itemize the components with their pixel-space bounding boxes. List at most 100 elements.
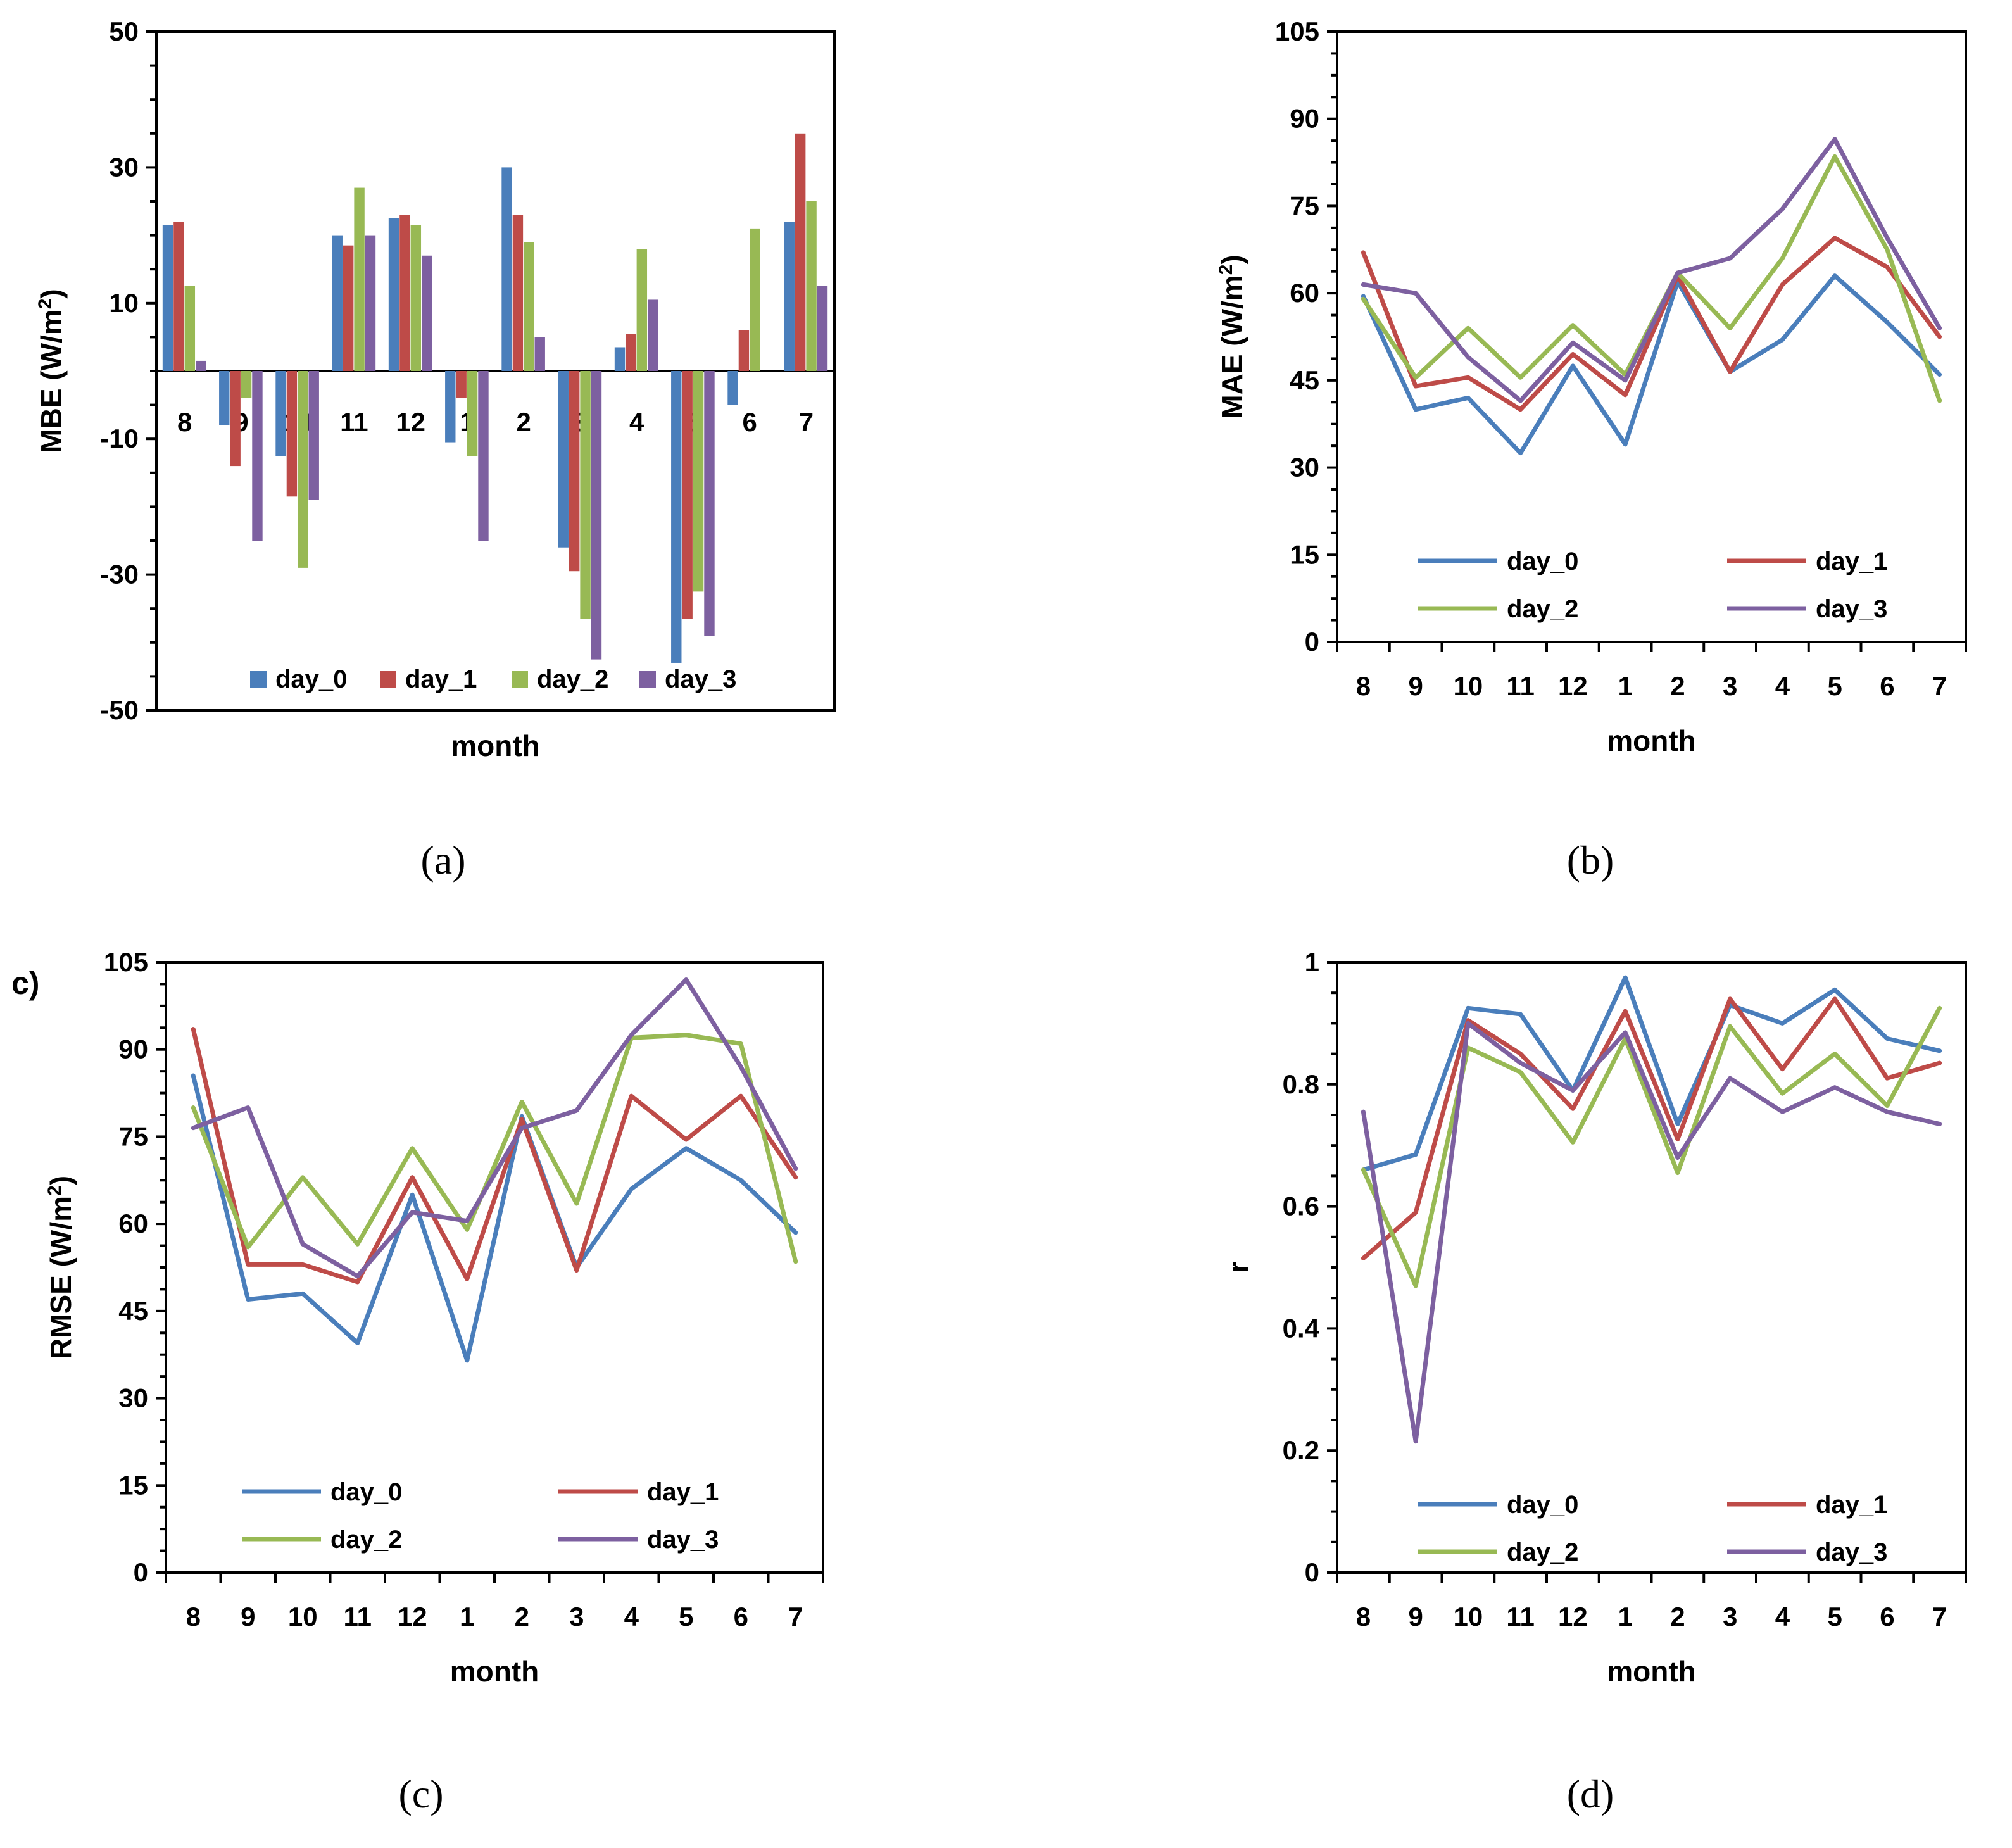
y-axis-title-main: r — [1222, 1262, 1255, 1273]
bar-day_1 — [626, 334, 636, 371]
bar-day_1 — [286, 371, 298, 497]
bar-day_3 — [478, 371, 489, 541]
series-line-day_3 — [191, 977, 798, 1279]
legend-label-day_0: day_0 — [275, 665, 347, 693]
bar-day_0 — [501, 167, 512, 371]
y-tick-label: 0 — [1305, 627, 1319, 657]
x-tick-label: 3 — [569, 1602, 584, 1631]
x-tick-label: 4 — [624, 1602, 639, 1631]
x-tick-label: 2 — [516, 407, 531, 437]
bar-day_2 — [636, 249, 648, 371]
x-tick-label: 6 — [742, 407, 757, 437]
bar-day_1 — [456, 371, 467, 398]
y-axis-title-end: ) — [1216, 255, 1248, 264]
bar-day_3 — [308, 371, 319, 500]
bar-day_0 — [784, 222, 795, 371]
bar-day_3 — [196, 360, 206, 371]
y-tick-label: 0.2 — [1283, 1435, 1319, 1465]
y-axis-title: RMSE (W/m2) — [44, 1176, 78, 1359]
bar-day_0 — [332, 235, 343, 371]
bar-day_2 — [410, 225, 422, 371]
bar-day_2 — [298, 371, 308, 568]
bar-day_2 — [580, 371, 591, 619]
bar-day_0 — [275, 371, 286, 456]
bar-day_2 — [524, 242, 534, 371]
x-tick-label: 1 — [1618, 671, 1632, 701]
x-tick-label: 6 — [1880, 671, 1894, 701]
series-line-day_3 — [1361, 1021, 1942, 1444]
x-tick-label: 12 — [1558, 671, 1588, 701]
bar-day_2 — [354, 187, 365, 371]
y-tick-label: 75 — [118, 1121, 148, 1151]
legend-swatch-day_1 — [380, 671, 396, 688]
y-tick-label: 75 — [1290, 191, 1319, 220]
x-tick-label: 10 — [288, 1602, 318, 1631]
x-axis-title: month — [1607, 724, 1696, 757]
legend-label-day_2: day_2 — [330, 1526, 402, 1554]
bar-day_0 — [388, 218, 399, 371]
x-tick-label: 5 — [1827, 671, 1842, 701]
x-tick-label: 8 — [186, 1602, 201, 1631]
x-tick-label: 11 — [340, 407, 368, 437]
series-line-day_2 — [191, 1033, 798, 1264]
bar-day_2 — [693, 371, 704, 592]
bar-day_1 — [682, 371, 693, 619]
bar-day_2 — [184, 286, 196, 371]
legend-swatch-day_3 — [639, 671, 656, 688]
x-tick-label: 10 — [1454, 1602, 1483, 1631]
bar-day_0 — [727, 371, 738, 405]
legend-label-day_1: day_1 — [1816, 548, 1887, 575]
bar-day_3 — [704, 371, 715, 636]
series-line-day_3 — [1361, 137, 1942, 403]
y-tick-label: 30 — [1290, 453, 1319, 482]
bar-day_3 — [648, 299, 658, 371]
bar-day_0 — [445, 371, 456, 443]
legend-label-day_1: day_1 — [1816, 1491, 1887, 1519]
series-line-day_1 — [1361, 236, 1942, 412]
y-tick-label: 0 — [134, 1557, 148, 1587]
bar-day_3 — [534, 337, 545, 371]
bar-day_1 — [230, 371, 241, 467]
bar-day_1 — [399, 215, 410, 371]
bar-day_1 — [173, 222, 184, 371]
bar-day_1 — [569, 371, 580, 572]
y-tick-label: 15 — [118, 1470, 148, 1500]
y-axis-title: MAE (W/m2) — [1216, 255, 1249, 418]
x-tick-label: 7 — [788, 1602, 803, 1631]
bar-day_3 — [591, 371, 602, 660]
legend-label-day_1: day_1 — [647, 1478, 719, 1506]
series-line-day_0 — [191, 1073, 798, 1363]
legend-swatch-day_0 — [250, 671, 267, 688]
legend-label-day_0: day_0 — [330, 1478, 402, 1506]
bar-day_0 — [671, 371, 682, 663]
x-tick-label: 11 — [1506, 671, 1534, 701]
y-tick-label: 30 — [118, 1383, 148, 1413]
panel-caption: (c) — [398, 1771, 443, 1816]
bar-day_0 — [558, 371, 569, 548]
bar-day_3 — [365, 235, 376, 371]
x-tick-label: 12 — [396, 407, 425, 437]
chart-a: -50-30-10103050891011121234567monthMBE (… — [35, 16, 836, 883]
y-tick-label: 45 — [1290, 365, 1319, 395]
x-tick-label: 12 — [398, 1602, 427, 1631]
x-tick-label: 1 — [460, 1602, 474, 1631]
y-axis-title-main: MBE (W/m — [35, 309, 68, 453]
x-tick-label: 4 — [1775, 1602, 1790, 1631]
panel-caption: (a) — [420, 838, 465, 883]
bar-day_1 — [512, 215, 524, 371]
bar-day_0 — [219, 371, 230, 425]
y-tick-label: 0 — [1305, 1557, 1319, 1587]
panel-tag: c) — [11, 965, 39, 1001]
y-tick-label: 0.6 — [1283, 1191, 1319, 1221]
x-tick-label: 7 — [1932, 671, 1947, 701]
series-line-day_1 — [191, 1027, 798, 1285]
bar-day_3 — [252, 371, 263, 541]
x-axis-title: month — [1607, 1655, 1696, 1688]
x-tick-label: 2 — [515, 1602, 529, 1631]
y-tick-label: 60 — [1290, 278, 1319, 308]
y-axis-title-end: ) — [44, 1176, 77, 1185]
x-tick-label: 10 — [1454, 671, 1483, 701]
x-tick-label: 2 — [1670, 671, 1685, 701]
